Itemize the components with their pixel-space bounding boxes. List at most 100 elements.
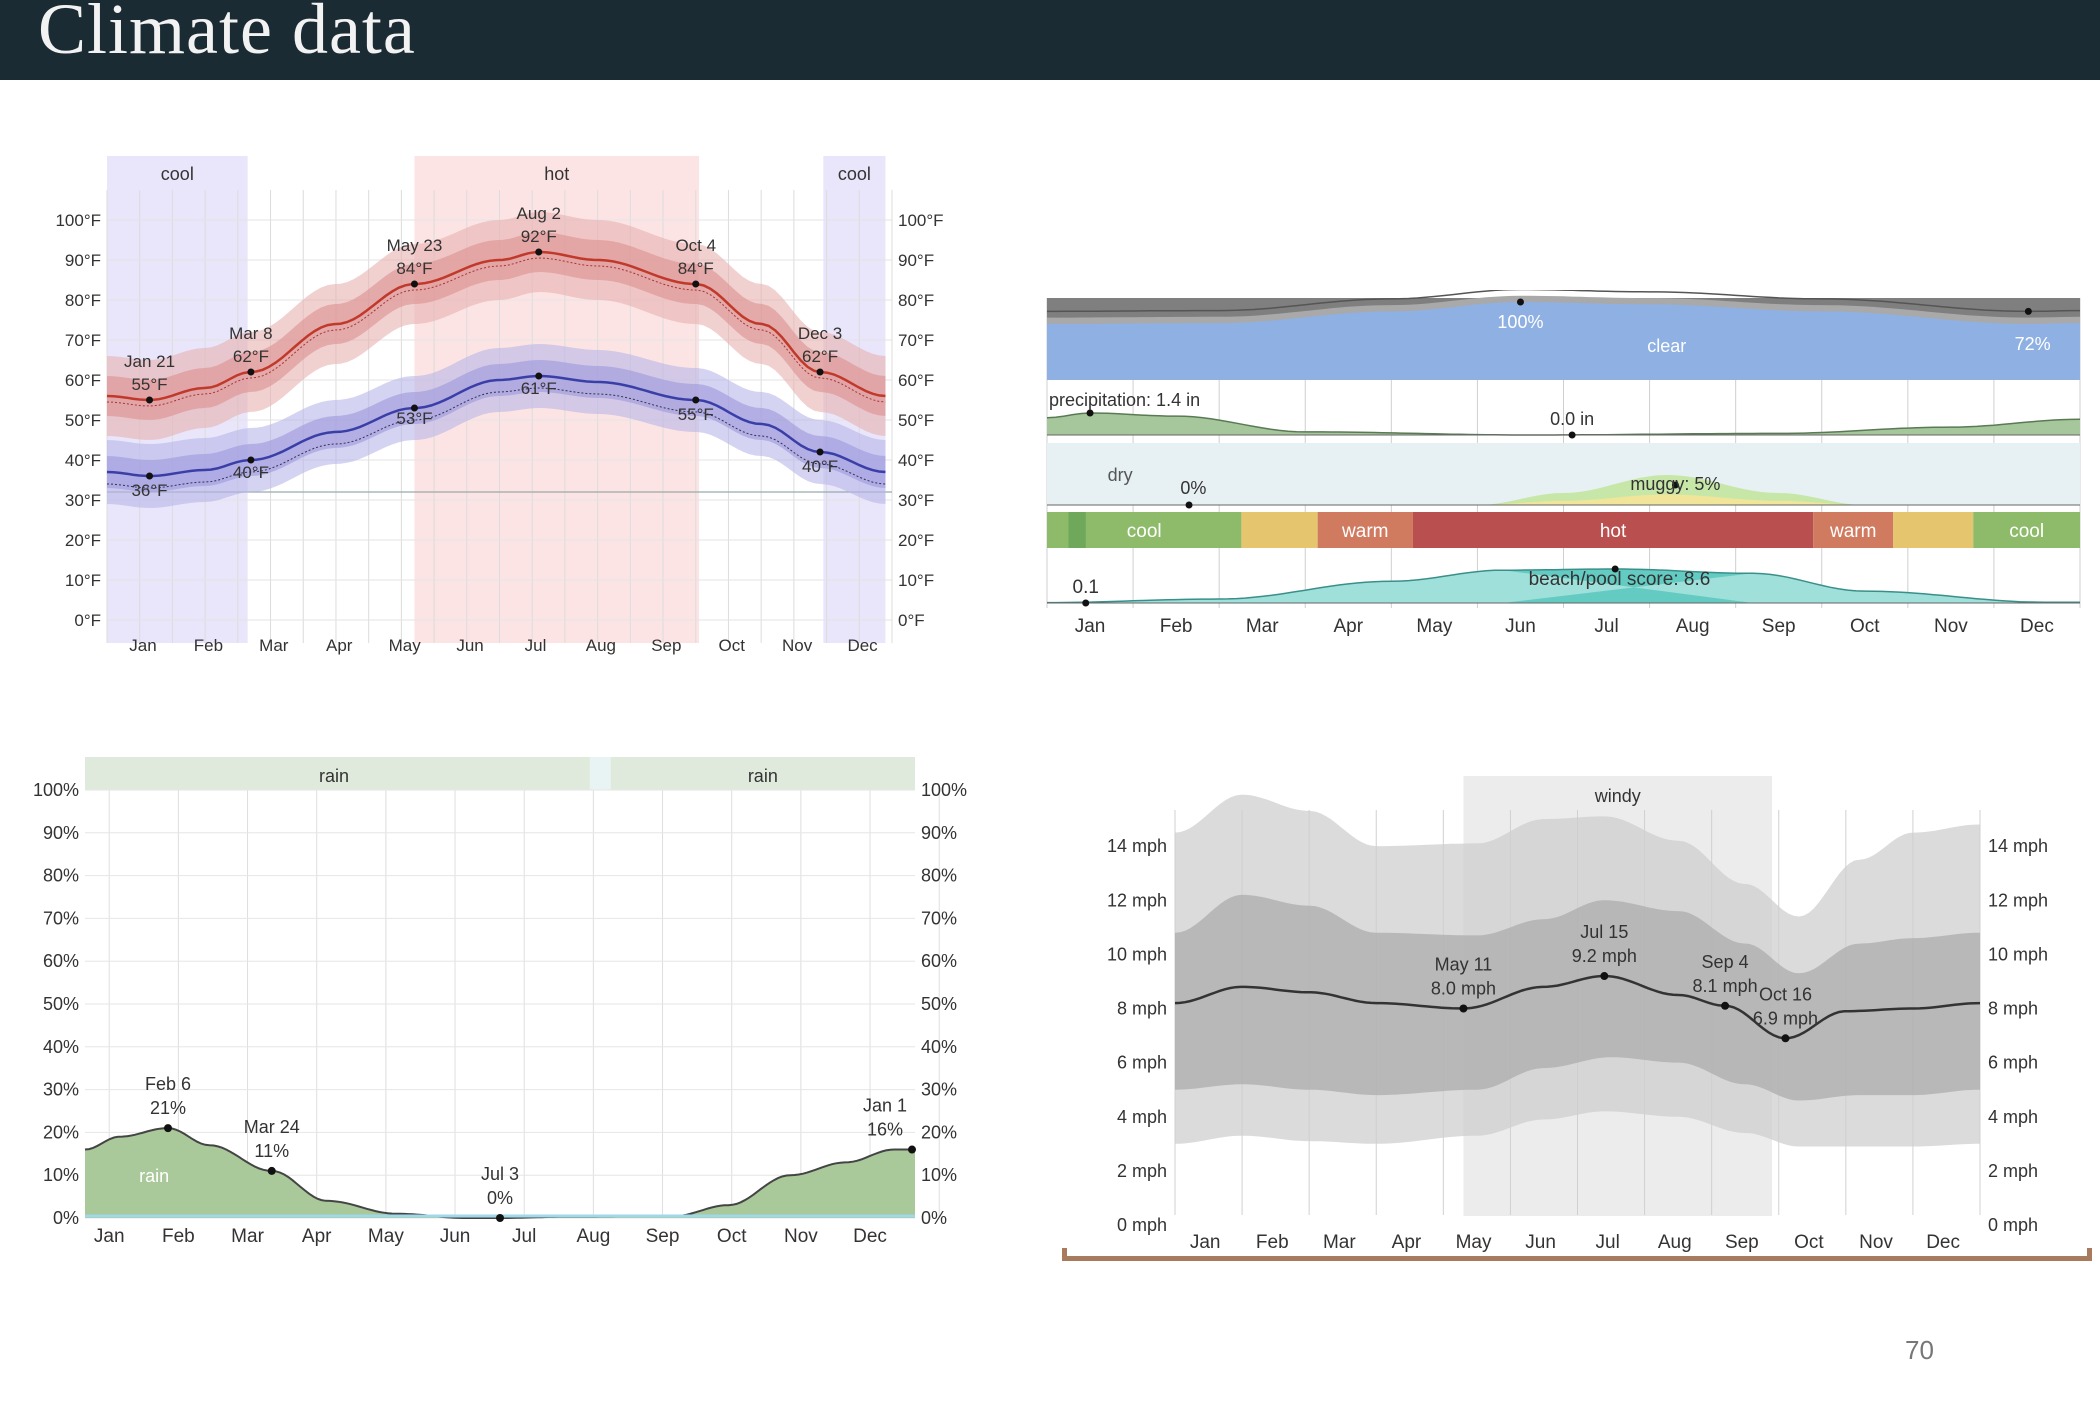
x-tick: Jan	[129, 636, 156, 655]
x-tick: Feb	[1160, 616, 1193, 637]
y-tick-right: 0%	[921, 1208, 947, 1228]
temp-category-segment	[1813, 512, 1894, 548]
y-tick-right: 30°F	[898, 491, 934, 510]
y-tick-left: 20%	[43, 1122, 79, 1142]
y-tick-right: 80%	[921, 866, 957, 886]
y-tick-left: 12 mph	[1107, 890, 1167, 910]
y-tick-right: 90%	[921, 823, 957, 843]
annotation-value: 40°F	[233, 463, 269, 482]
x-tick: Mar	[1323, 1232, 1356, 1253]
wind-chart: windy 0 mph 0 mph 2 mph 2 mph 4 mph 4 mph 6 mph…	[1062, 776, 2092, 1261]
y-tick-left: 40%	[43, 1037, 79, 1057]
x-tick: Dec	[2020, 616, 2054, 637]
rain-season-label: rain	[319, 766, 349, 786]
y-tick-left: 4 mph	[1117, 1107, 1167, 1127]
annotation-date: Feb 6	[145, 1074, 191, 1094]
y-tick-right: 100°F	[898, 211, 944, 230]
y-tick-left: 0°F	[74, 611, 101, 630]
cloud-min-point	[2024, 307, 2032, 315]
annotation-value: 84°F	[396, 259, 432, 278]
muggy-label: muggy: 5%	[1630, 474, 1720, 494]
high-point	[535, 248, 543, 256]
clear-label: clear	[1647, 336, 1686, 356]
low-point	[410, 404, 418, 412]
y-tick-left: 6 mph	[1117, 1053, 1167, 1073]
wind-average-line	[1174, 974, 1981, 1040]
y-tick-right: 100%	[921, 780, 967, 800]
beach-min-point	[1082, 599, 1090, 607]
x-tick: Sep	[646, 1226, 680, 1247]
y-tick-left: 0 mph	[1117, 1215, 1167, 1235]
annotation-value: 92°F	[521, 227, 557, 246]
annotation-date: Jul 3	[481, 1164, 519, 1184]
x-tick: Jul	[1594, 616, 1618, 637]
y-tick-right: 12 mph	[1988, 890, 2048, 910]
low-point	[692, 396, 700, 404]
beach-label: beach/pool score: 8.6	[1529, 569, 1711, 590]
beach-max-point	[1611, 565, 1619, 573]
annotation-value: 0%	[487, 1188, 513, 1208]
annotation-value: 55°F	[678, 405, 714, 424]
high-point	[816, 368, 824, 376]
x-tick: Jan	[94, 1226, 125, 1247]
title-bar: Climate data	[0, 0, 2100, 80]
annotation-date: May 23	[387, 236, 443, 255]
y-tick-left: 10%	[43, 1165, 79, 1185]
x-tick: May	[389, 636, 422, 655]
scroll-handle-right	[2087, 1248, 2092, 1260]
x-tick: Dec	[1926, 1232, 1960, 1253]
rain-point	[164, 1124, 172, 1133]
high-inner-band	[107, 232, 886, 420]
rain-season-label: rain	[748, 766, 778, 786]
y-tick-left: 60%	[43, 951, 79, 971]
x-tick: Dec	[847, 636, 878, 655]
y-tick-left: 60°F	[65, 371, 101, 390]
rain-season-band	[85, 757, 590, 790]
annotation-date: Mar 24	[244, 1117, 300, 1137]
annotation-date: Oct 16	[1759, 984, 1812, 1004]
annotation-date: Jan 1	[863, 1096, 907, 1116]
slide-title: Climate data	[38, 0, 416, 69]
low-point	[146, 472, 154, 480]
x-tick: Aug	[1676, 616, 1710, 637]
y-tick-left: 100°F	[55, 211, 101, 230]
beach-min-label: 0.1	[1073, 577, 1099, 598]
high-point	[247, 368, 255, 376]
high-point	[692, 280, 700, 288]
x-tick: Jul	[525, 636, 547, 655]
y-tick-right: 50%	[921, 994, 957, 1014]
y-tick-left: 20°F	[65, 531, 101, 550]
y-tick-right: 0 mph	[1988, 1215, 2038, 1235]
x-tick: Aug	[586, 636, 616, 655]
season-label: cool	[838, 164, 871, 184]
y-tick-right: 0°F	[898, 611, 925, 630]
y-tick-right: 70°F	[898, 331, 934, 350]
x-tick: Jun	[456, 636, 483, 655]
y-tick-right: 50°F	[898, 411, 934, 430]
annotation-date: Sep 4	[1702, 952, 1749, 972]
x-tick: Apr	[1334, 616, 1364, 637]
annotation-value: 8.0 mph	[1431, 979, 1496, 999]
y-tick-left: 8 mph	[1117, 999, 1167, 1019]
x-tick: May	[368, 1226, 404, 1247]
rain-fill-label: rain	[139, 1166, 169, 1186]
y-tick-right: 90°F	[898, 251, 934, 270]
perceived-low-line	[106, 387, 886, 489]
temp-category-label: hot	[1600, 521, 1627, 542]
annotation-value: 8.1 mph	[1693, 976, 1758, 996]
temp-category-segment	[1317, 512, 1413, 548]
x-tick: Mar	[1246, 616, 1279, 637]
annotation-value: 36°F	[131, 481, 167, 500]
y-tick-right: 40°F	[898, 451, 934, 470]
temp-category-label: warm	[1341, 521, 1388, 542]
temp-category-segment	[1973, 512, 2080, 548]
y-tick-right: 14 mph	[1988, 836, 2048, 856]
season-label: cool	[161, 164, 194, 184]
x-tick: Jul	[512, 1226, 536, 1247]
precip-max-point	[1086, 409, 1094, 417]
page-number: 70	[1905, 1335, 1934, 1365]
x-tick: Apr	[1392, 1232, 1422, 1253]
y-tick-left: 30°F	[65, 491, 101, 510]
annotation-value: 61°F	[521, 379, 557, 398]
humidity-inner	[1047, 494, 2080, 505]
